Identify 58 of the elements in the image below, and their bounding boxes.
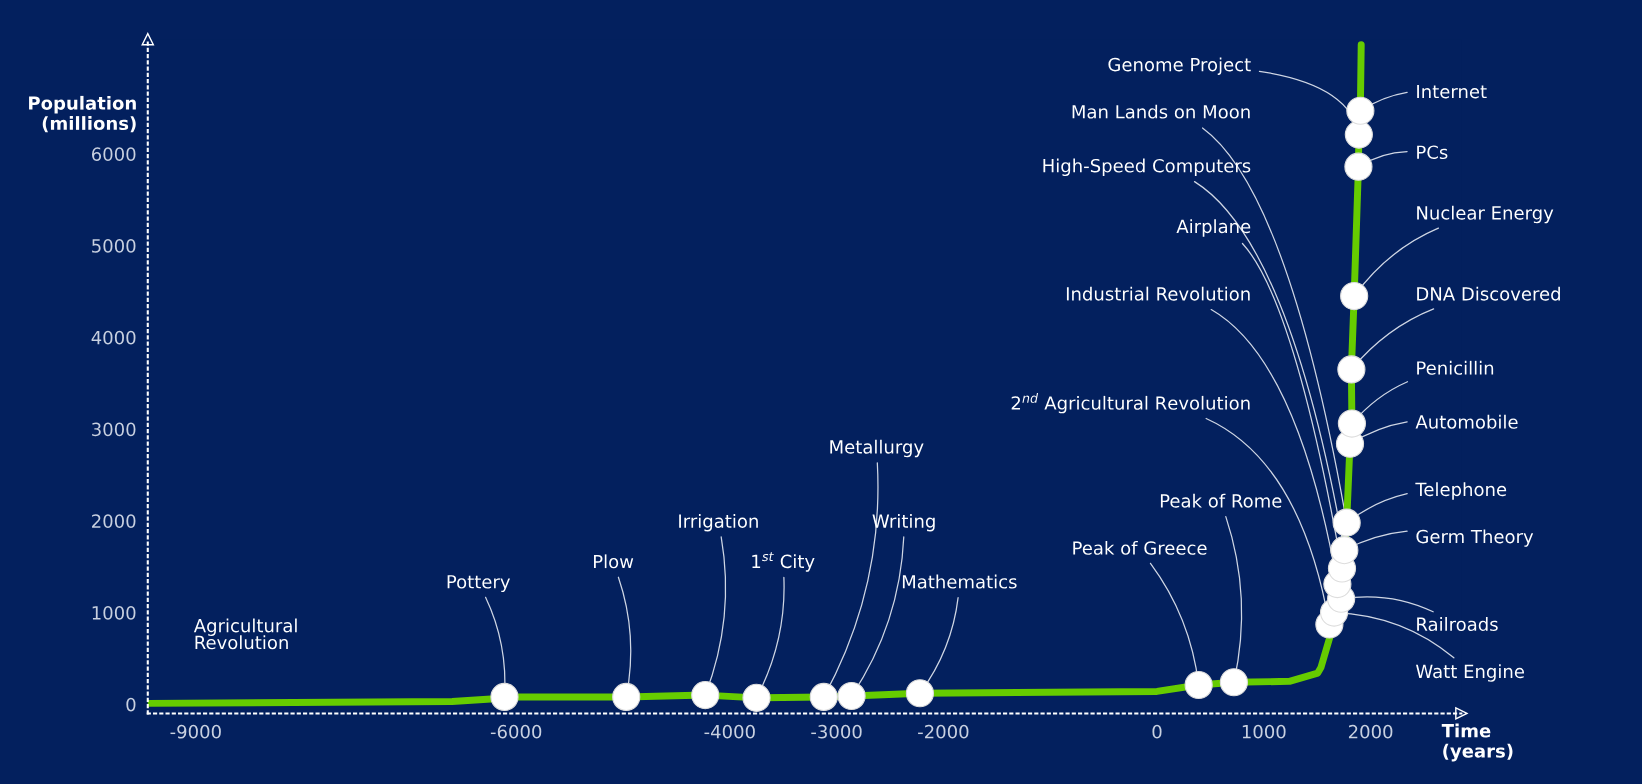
point xyxy=(1337,355,1366,384)
point xyxy=(905,679,935,708)
point xyxy=(1344,120,1373,149)
annotation: Nuclear Energy xyxy=(1417,205,1554,224)
x-tick-label: 2000 xyxy=(1348,724,1393,739)
annotation: Railroads xyxy=(1417,617,1498,632)
x-tick-label: -2000 xyxy=(918,724,969,739)
y-tick-label: 5000 xyxy=(92,239,136,253)
annotation: Metallurgy xyxy=(830,439,924,458)
annotation: Watt Engine xyxy=(1416,664,1524,682)
y-axis-title: Population (millions) xyxy=(29,95,136,133)
annotation: Plow xyxy=(594,554,634,569)
annotation: Mathematics xyxy=(902,574,1017,589)
annotation: 1$^{st}$ City xyxy=(752,552,815,572)
point xyxy=(490,682,519,712)
point xyxy=(837,681,866,711)
point xyxy=(691,681,720,710)
x-tick-label: -6000 xyxy=(490,724,542,739)
annotation: Automobile xyxy=(1415,414,1518,429)
point xyxy=(612,682,641,712)
x-tick-label: -4000 xyxy=(704,724,755,739)
point xyxy=(1344,152,1373,181)
annotation: Pottery xyxy=(447,575,510,593)
point xyxy=(1340,281,1369,311)
annotation: Penicillin xyxy=(1417,360,1494,375)
x-axis-title: Time (years) xyxy=(1441,723,1513,762)
annotation: Industrial Revolution xyxy=(1066,286,1250,301)
annotation: Peak of Greece xyxy=(1073,540,1207,555)
point xyxy=(1184,670,1213,700)
annotation: Telephone xyxy=(1415,482,1507,500)
point xyxy=(1346,96,1375,125)
point xyxy=(742,683,771,712)
y-tick-label: 2000 xyxy=(92,514,136,528)
point xyxy=(1330,536,1359,565)
y-tick-label: 3000 xyxy=(92,422,136,437)
annotation: 2$^{nd}$ Agricultural Revolution xyxy=(1011,393,1250,414)
y-tick-label: 4000 xyxy=(91,330,136,345)
annotation: PCs xyxy=(1417,145,1448,160)
point xyxy=(809,682,838,712)
point xyxy=(1219,668,1248,697)
annotation: Internet xyxy=(1417,84,1487,99)
annotation: Genome Project xyxy=(1108,57,1251,75)
x-tick-label: 1000 xyxy=(1242,724,1286,739)
annotation: Man Lands on Moon xyxy=(1072,104,1250,119)
y-tick-label: 1000 xyxy=(92,605,136,620)
annotation: Germ Theory xyxy=(1416,529,1534,547)
x-tick-label: -9000 xyxy=(170,724,221,739)
x-tick-label: -3000 xyxy=(811,724,862,739)
annotation: Irrigation xyxy=(679,513,758,532)
annotation: Writing xyxy=(872,513,935,532)
annotation: Agricultural Revolution xyxy=(193,618,297,650)
annotation: DNA Discovered xyxy=(1417,286,1560,301)
y-tick-label: 0 xyxy=(126,697,136,712)
annotation: Peak of Rome xyxy=(1160,493,1282,508)
x-tick-label: 0 xyxy=(1152,724,1162,739)
point xyxy=(1337,409,1367,438)
point xyxy=(1332,508,1361,537)
y-tick-label: 6000 xyxy=(91,147,136,161)
